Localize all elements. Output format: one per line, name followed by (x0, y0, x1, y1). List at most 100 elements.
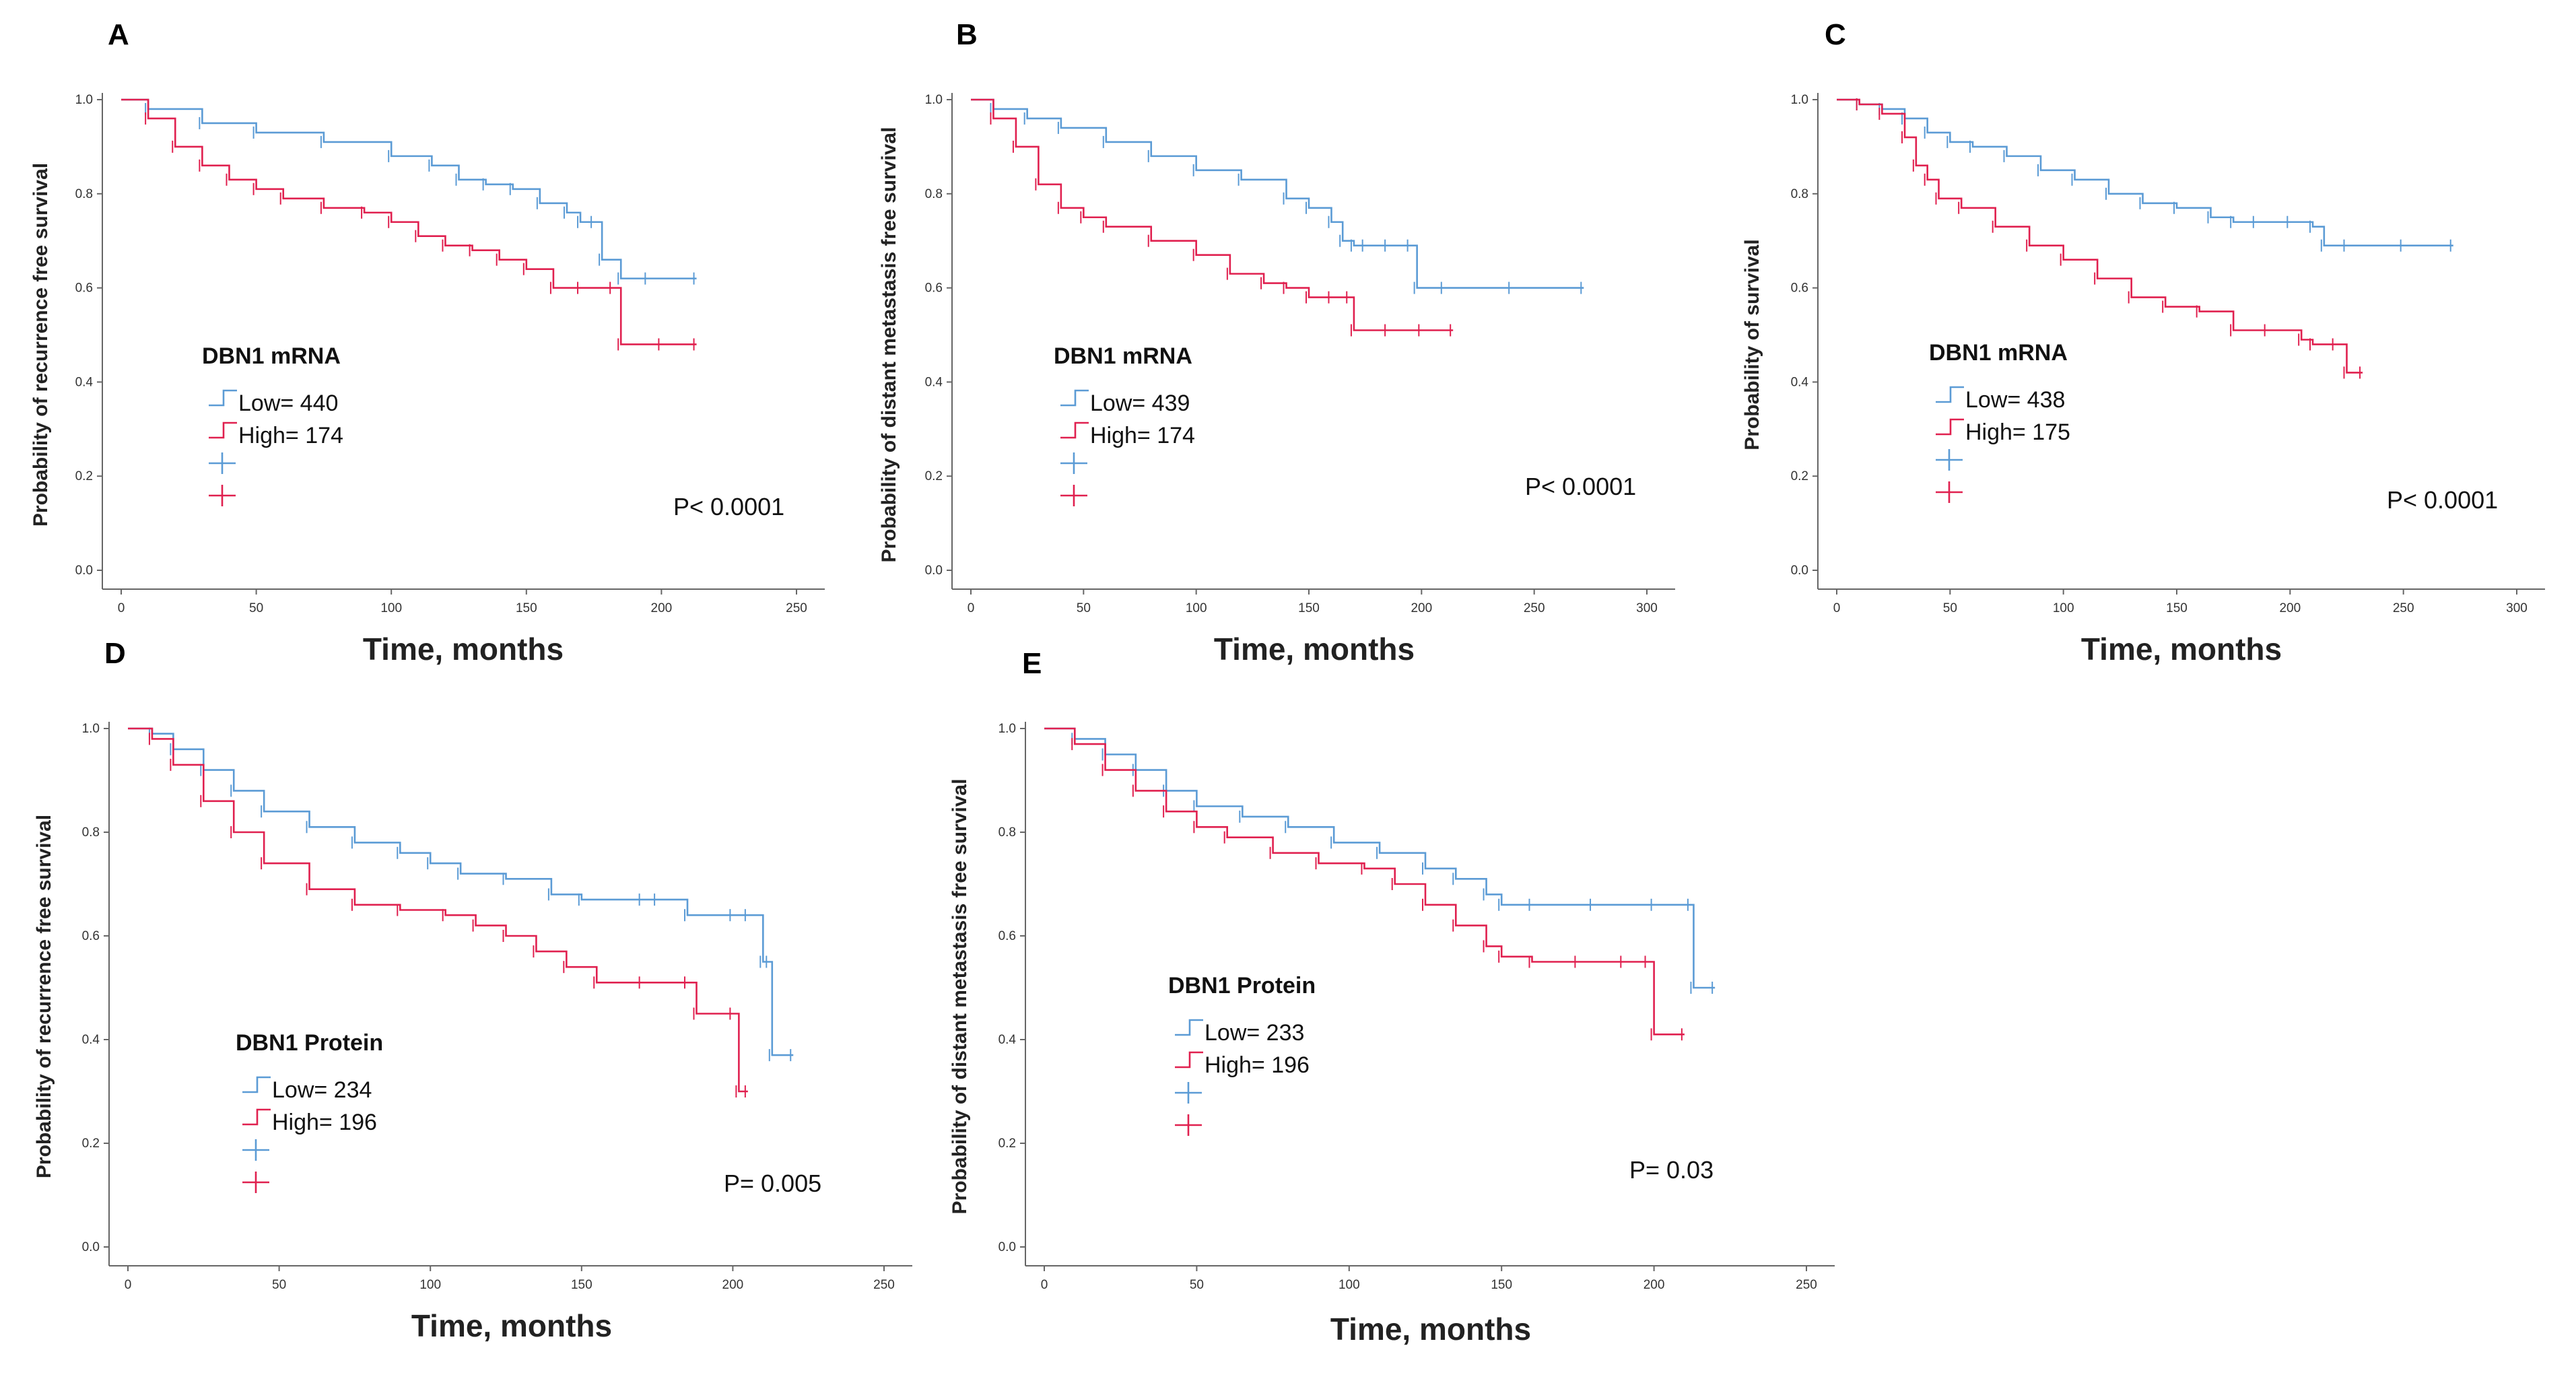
x-tick-label: 0 (1833, 601, 1841, 615)
survival-curve (1044, 727, 1685, 1036)
x-tick-label: 50 (1943, 601, 1957, 615)
legend-line-swatch (1060, 421, 1089, 439)
y-tick-label: 0.8 (82, 825, 100, 840)
y-tick-label: 0.8 (925, 187, 943, 201)
legend-line-swatch (242, 1108, 271, 1126)
legend-title: DBN1 Protein (236, 1030, 383, 1056)
chart-panel-b: B 0.0 0.2 0.4 0.6 0.8 1.0 0 50 100 150 200 250 300 Pro… (878, 18, 1675, 667)
survival-curve (128, 727, 794, 1056)
legend-line-swatch (1936, 418, 1964, 436)
legend-line-swatch (209, 421, 237, 439)
p-value: P= 0.03 (1629, 1156, 1714, 1184)
legend: DBN1 mRNA Low= 438 High= 175 (1929, 340, 2070, 503)
x-tick-label: 200 (722, 1278, 744, 1292)
survival-curve (1837, 98, 2363, 374)
y-tick-label: 0.0 (75, 564, 93, 578)
x-tick-label: 150 (1298, 601, 1320, 615)
survival-curve (128, 727, 748, 1093)
x-tick-label: 250 (2393, 601, 2414, 615)
y-tick-label: 0.2 (925, 469, 943, 483)
x-tick-label: 100 (419, 1278, 441, 1292)
p-value: P< 0.0001 (673, 493, 784, 520)
y-tick-label: 1.0 (1791, 93, 1808, 107)
x-axis-label: Time, months (411, 1308, 612, 1343)
x-tick-label: 0 (118, 601, 125, 615)
series-high (121, 98, 697, 351)
y-tick-label: 0.8 (998, 825, 1016, 840)
x-tick-label: 200 (2279, 601, 2301, 615)
survival-curve (1837, 98, 2453, 246)
legend-title: DBN1 mRNA (1929, 340, 2068, 366)
survival-curve (121, 98, 697, 345)
x-tick-label: 200 (651, 601, 673, 615)
y-tick-label: 0.6 (998, 929, 1016, 943)
panel-label: A (108, 18, 129, 51)
legend-label: Low= 439 (1090, 391, 1190, 416)
legend-title: DBN1 Protein (1168, 973, 1316, 999)
x-tick-label: 300 (2506, 601, 2528, 615)
legend-label: Low= 438 (1965, 387, 2065, 413)
y-tick-label: 0.8 (1791, 187, 1808, 201)
y-tick-label: 1.0 (82, 722, 100, 736)
y-tick-label: 0.2 (75, 469, 93, 483)
y-axis-label: Probability of recurrence free survival (30, 163, 52, 527)
y-tick-label: 0.4 (75, 375, 94, 389)
survival-curve (971, 98, 1584, 289)
y-tick-label: 0.0 (925, 564, 943, 578)
x-tick-label: 100 (380, 601, 402, 615)
y-tick-label: 0.6 (925, 281, 943, 296)
legend-label: High= 196 (1205, 1052, 1310, 1078)
legend: DBN1 mRNA Low= 439 High= 174 (1054, 343, 1195, 506)
survival-curve (971, 98, 1454, 331)
x-tick-label: 50 (272, 1278, 286, 1292)
x-axis-label: Time, months (1214, 632, 1415, 667)
legend-line-swatch (209, 389, 237, 407)
x-axis-label: Time, months (2081, 632, 2282, 667)
x-tick-label: 200 (1411, 601, 1432, 615)
chart-panel-a: A 0.0 0.2 0.4 0.6 0.8 1.0 0 50 100 150 200 250 Probab… (30, 18, 825, 667)
series-low (1044, 727, 1716, 994)
y-axis-label: Probability of distant metastasis free s… (878, 127, 900, 563)
x-tick-label: 250 (1796, 1278, 1817, 1292)
x-tick-label: 100 (1186, 601, 1207, 615)
y-tick-label: 0.2 (82, 1137, 100, 1151)
series-high (1837, 98, 2363, 379)
x-tick-label: 150 (2166, 601, 2188, 615)
legend-title: DBN1 mRNA (1054, 343, 1192, 369)
y-tick-label: 0.0 (82, 1240, 100, 1254)
y-tick-label: 1.0 (75, 93, 93, 107)
x-tick-label: 250 (873, 1278, 895, 1292)
x-tick-label: 0 (1041, 1278, 1048, 1292)
y-tick-label: 0.2 (998, 1137, 1016, 1151)
legend-title: DBN1 mRNA (202, 343, 341, 369)
y-tick-label: 0.6 (82, 929, 100, 943)
y-tick-label: 0.2 (1791, 469, 1808, 483)
legend-label: Low= 233 (1205, 1020, 1304, 1046)
x-tick-label: 150 (571, 1278, 592, 1292)
x-tick-label: 50 (1077, 601, 1091, 615)
y-tick-label: 0.6 (1791, 281, 1808, 296)
y-tick-label: 0.4 (1791, 375, 1809, 389)
panel-label: C (1825, 18, 1846, 51)
y-tick-label: 0.8 (75, 187, 93, 201)
series-high (1044, 727, 1685, 1041)
legend-line-swatch (1936, 386, 1964, 403)
y-tick-label: 0.0 (998, 1240, 1016, 1254)
x-axis-label: Time, months (1330, 1312, 1531, 1347)
y-axis-label: Probability of recurrence free survival (33, 815, 55, 1178)
series-low (121, 98, 697, 285)
x-tick-label: 250 (1524, 601, 1545, 615)
x-tick-label: 50 (1190, 1278, 1204, 1292)
legend-line-swatch (1175, 1019, 1203, 1036)
legend-label: Low= 440 (238, 391, 338, 416)
y-axis-label: Probability of survival (1741, 239, 1763, 450)
chart-panel-e: E 0.0 0.2 0.4 0.6 0.8 1.0 0 50 100 150 200 250 Probab… (949, 647, 1835, 1347)
chart-panel-c: C 0.0 0.2 0.4 0.6 0.8 1.0 0 50 100 150 200 250 300 Pro… (1741, 18, 2545, 667)
series-high (128, 727, 748, 1097)
p-value: P< 0.0001 (1525, 473, 1636, 500)
y-axis-label: Probability of distant metastasis free s… (949, 779, 971, 1215)
panel-label: D (104, 637, 126, 670)
x-tick-label: 0 (968, 601, 975, 615)
legend-label: Low= 234 (272, 1077, 372, 1103)
